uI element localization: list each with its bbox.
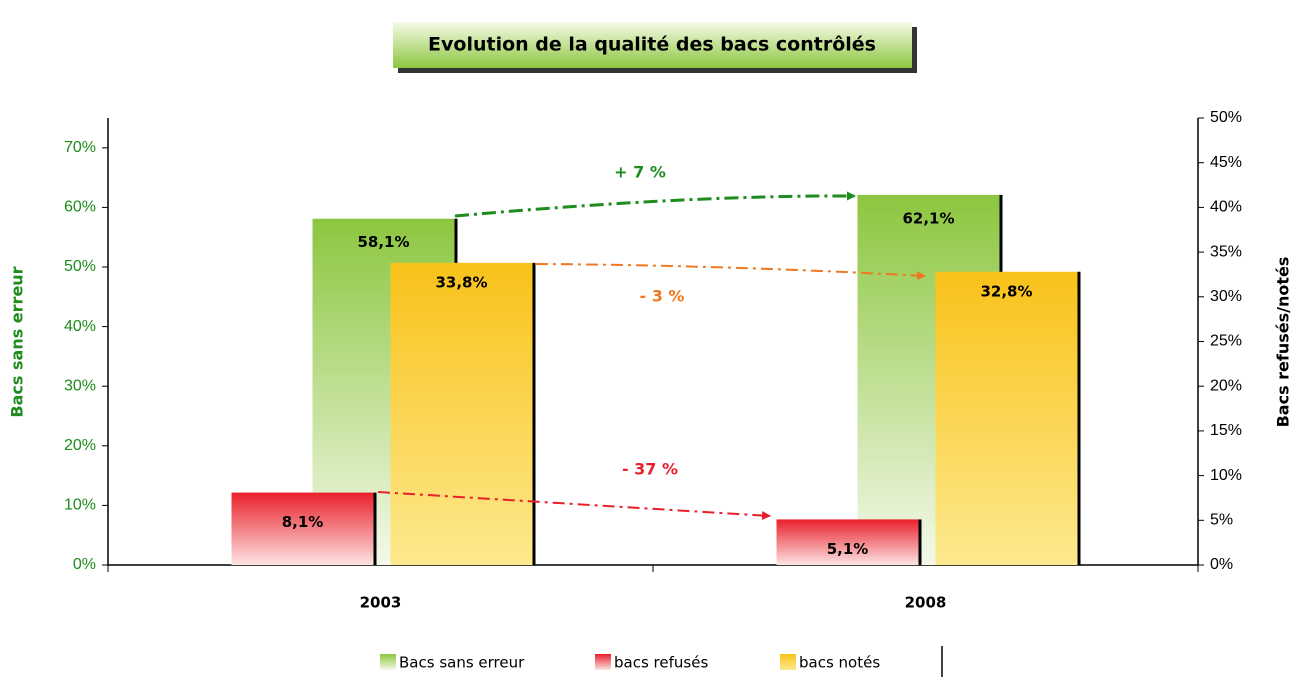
title-box [393, 22, 912, 68]
bar [776, 519, 919, 565]
y2-tick-label: 35% [1210, 243, 1242, 260]
y2-tick-label: 5% [1210, 512, 1233, 529]
legend-swatch [780, 654, 796, 670]
y2-tick-label: 15% [1210, 422, 1242, 439]
legend-swatch [380, 654, 396, 670]
arrow [535, 263, 926, 281]
y-tick-label: 40% [64, 318, 96, 335]
y-tick-label: 30% [64, 377, 96, 394]
annotation: + 7 % [614, 163, 666, 182]
value-label: 58,1% [357, 233, 409, 251]
value-label: 5,1% [827, 540, 869, 558]
y2-tick-label: 10% [1210, 467, 1242, 484]
legend-label: bacs refusés [614, 654, 708, 672]
annotation: - 37 % [622, 460, 678, 479]
x-tick-label: 2003 [360, 594, 402, 612]
y2-tick-label: 50% [1210, 109, 1242, 126]
legend-label: bacs notés [799, 654, 880, 672]
value-label: 8,1% [282, 513, 324, 531]
y2-tick-label: 45% [1210, 154, 1242, 171]
arrows [377, 191, 926, 521]
value-label: 62,1% [902, 209, 954, 227]
x-tick-label: 2008 [905, 594, 947, 612]
y-tick-label: 50% [64, 258, 96, 275]
y2-tick-label: 30% [1210, 288, 1242, 305]
y-tick-label: 60% [64, 199, 96, 216]
y2-tick-label: 25% [1210, 333, 1242, 350]
y2-tick-label: 0% [1210, 556, 1233, 573]
y-tick-label: 10% [64, 497, 96, 514]
bar [231, 492, 374, 565]
value-label: 32,8% [980, 282, 1032, 300]
y-axis-label: Bacs sans erreur [8, 266, 27, 417]
chart-title: Evolution de la qualité des bacs contrôl… [428, 34, 876, 56]
annotation: - 3 % [640, 287, 685, 306]
bar [390, 262, 533, 565]
bar [935, 271, 1078, 565]
y-tick-label: 0% [73, 556, 96, 573]
y-tick-label: 20% [64, 437, 96, 454]
y2-tick-label: 20% [1210, 377, 1242, 394]
arrow [454, 191, 856, 218]
legend-label: Bacs sans erreur [399, 654, 525, 672]
y2-axis-label: Bacs refusés/notés [1274, 257, 1293, 428]
y-tick-label: 70% [64, 139, 96, 156]
value-label: 33,8% [435, 273, 487, 291]
y2-tick-label: 40% [1210, 199, 1242, 216]
legend-swatch [595, 654, 611, 670]
arrow [377, 491, 771, 521]
